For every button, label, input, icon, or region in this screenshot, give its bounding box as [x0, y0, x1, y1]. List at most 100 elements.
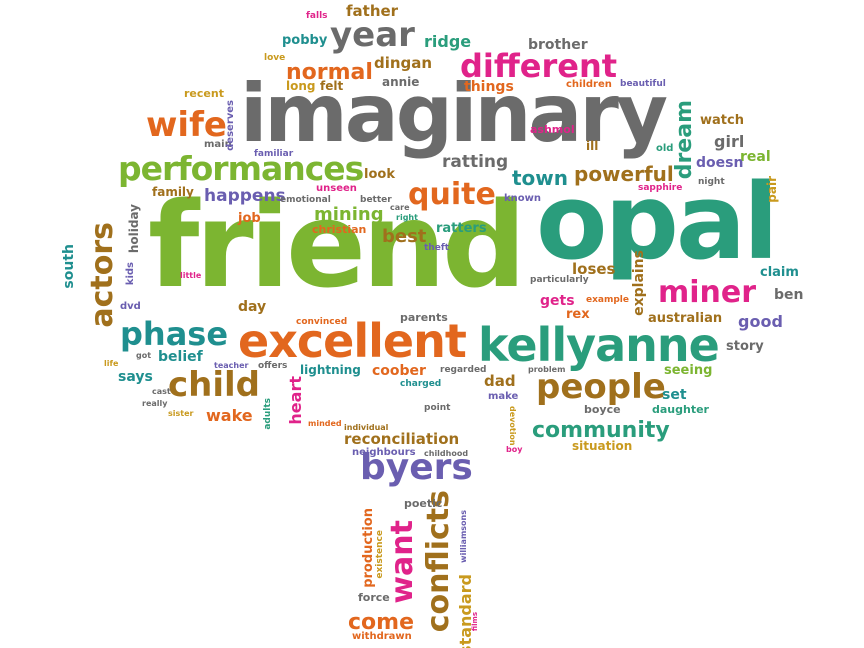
word-imaginary: imaginary [240, 67, 668, 160]
word-performances: performances [118, 149, 364, 188]
word-australian: australian [648, 311, 723, 326]
word-gets: gets [540, 293, 575, 309]
word-says: says [118, 369, 153, 385]
word-ashmol: ashmol [530, 123, 575, 136]
word-father: father [346, 2, 399, 20]
word-holiday: holiday [127, 204, 141, 254]
word-dream: dream [672, 100, 697, 180]
word-got: got [136, 351, 152, 360]
word-beautiful: beautiful [620, 79, 666, 89]
word-point: point [424, 403, 451, 413]
word-ben: ben [774, 287, 804, 303]
word-girl: girl [714, 132, 745, 151]
word-conflicts: conflicts [421, 490, 456, 633]
word-standard: standard [456, 574, 475, 648]
word-look: look [364, 167, 395, 182]
word-example: example [586, 295, 629, 305]
word-lightning: lightning [300, 363, 361, 377]
word-unseen: unseen [316, 183, 357, 194]
word-make: make [488, 391, 519, 402]
word-people: people [536, 367, 666, 407]
word-happens: happens [204, 186, 286, 206]
word-reconciliation: reconciliation [344, 430, 460, 448]
word-force: force [358, 591, 390, 604]
word-actors: actors [85, 222, 120, 328]
word-phase: phase [120, 315, 229, 353]
word-day: day [238, 299, 267, 315]
word-sapphire: sapphire [638, 183, 683, 193]
word-sister: sister [168, 409, 194, 418]
word-withdrawn: withdrawn [352, 631, 412, 642]
word-love: love [264, 53, 286, 63]
word-explains: explains [631, 250, 647, 316]
word-different: different [460, 47, 618, 85]
word-felt: felt [320, 79, 344, 93]
word-wife: wife [146, 105, 227, 145]
word-mining: mining [314, 204, 384, 225]
word-miner: miner [658, 275, 757, 310]
word-care: care [390, 203, 410, 212]
word-deserves: deserves [225, 100, 236, 151]
word-normal: normal [286, 60, 373, 85]
word-loses: loses [572, 260, 616, 278]
word-individual: individual [344, 423, 389, 432]
word-regarded: regarded [440, 365, 487, 375]
word-come: come [348, 610, 414, 635]
word-kellyanne: kellyanne [478, 318, 720, 372]
word-belief: belief [158, 349, 203, 365]
word-emotional: emotional [280, 195, 331, 205]
word-ridge: ridge [424, 32, 472, 51]
word-pair: pair [765, 176, 779, 203]
word-known: known [504, 193, 541, 204]
word-films: films [471, 612, 479, 632]
word-falls: falls [306, 11, 328, 21]
word-opal: opal [536, 161, 779, 283]
word-children: children [566, 79, 612, 90]
word-devotion: devotion [508, 406, 517, 446]
word-convinced: convinced [296, 317, 348, 327]
word-boy: boy [506, 445, 523, 454]
word-life: life [104, 359, 119, 368]
word-annie: annie [382, 75, 420, 89]
word-production: production [361, 508, 376, 588]
word-pobby: pobby [282, 33, 328, 48]
word-recent: recent [184, 87, 224, 100]
word-better: better [360, 195, 392, 205]
word-things: things [464, 79, 514, 95]
word-wake: wake [206, 406, 253, 425]
word-dvd: dvd [120, 301, 141, 312]
word-story: story [726, 339, 764, 354]
word-town: town [512, 166, 569, 190]
word-charged: charged [400, 379, 442, 389]
word-long: long [286, 79, 316, 93]
word-daughter: daughter [652, 403, 709, 416]
word-child: child [168, 365, 261, 405]
word-claim: claim [760, 265, 799, 280]
word-brother: brother [528, 37, 588, 53]
word-really: really [142, 399, 168, 408]
word-neighbours: neighbours [352, 447, 416, 458]
word-little: little [180, 271, 202, 280]
word-powerful: powerful [574, 162, 674, 186]
word-dad: dad [484, 372, 516, 390]
word-poetic: poetic [404, 497, 443, 510]
word-family: family [152, 185, 194, 199]
word-quite: quite [408, 177, 496, 212]
word-particularly: particularly [530, 275, 589, 285]
word-boyce: boyce [584, 403, 621, 416]
word-problem: problem [528, 365, 566, 374]
word-existence: existence [375, 530, 385, 579]
word-heart: heart [286, 376, 305, 425]
word-seeing: seeing [664, 363, 713, 378]
word-kids: kids [125, 262, 136, 286]
word-real: real [740, 149, 771, 165]
word-childhood: childhood [424, 449, 469, 458]
word-ratters: ratters [436, 221, 487, 236]
word-offers: offers [258, 361, 288, 371]
word-minded: minded [308, 419, 342, 428]
word-south: south [61, 244, 77, 289]
word-christian: christian [312, 223, 367, 236]
word-job: job [238, 211, 261, 226]
word-main: main [204, 139, 232, 150]
